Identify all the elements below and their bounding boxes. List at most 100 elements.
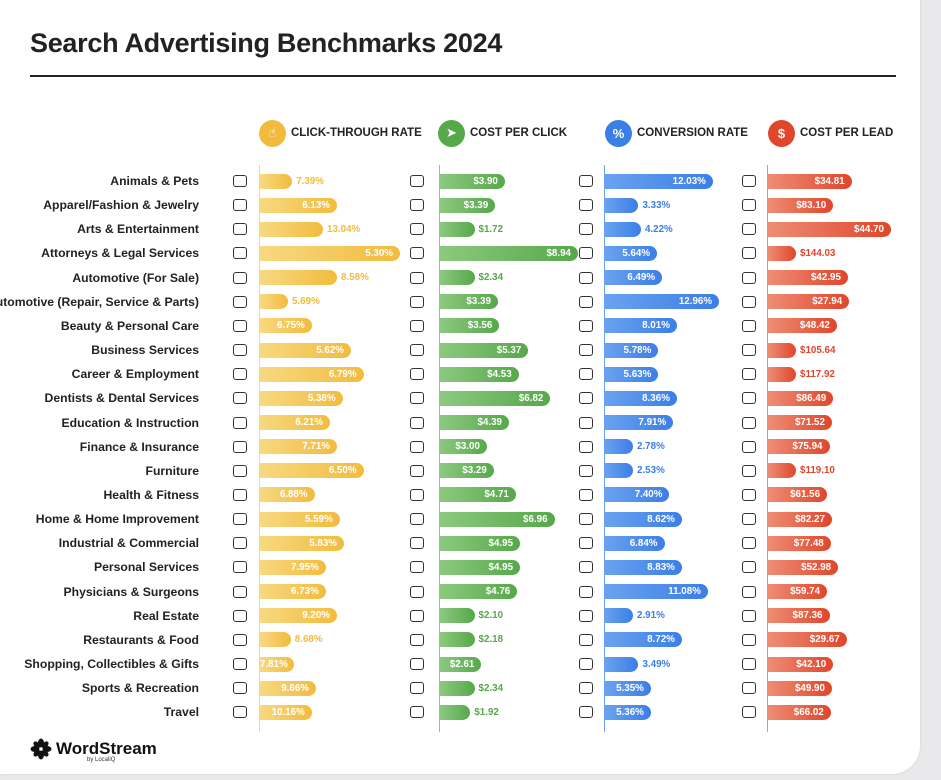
bar-0-6: 6.75% (260, 318, 312, 334)
bar-2-21: 5.35% (605, 680, 651, 696)
category-label: Furniture (145, 463, 200, 478)
piggy-bank-icon (410, 440, 424, 453)
bar-value-label: $2.34 (478, 682, 504, 694)
tooth-icon (742, 392, 756, 405)
bar-2-1: 3.33% (605, 197, 670, 213)
bar-2-5: 12.96% (605, 294, 720, 310)
bar-0-11: 7.71% (260, 439, 337, 455)
category-label: Automotive (For Sale) (72, 270, 199, 285)
bar-0-3: 5.30% (260, 245, 400, 261)
picture-icon (233, 223, 247, 236)
graduation-cap-icon (579, 416, 593, 429)
header-ctr: ☝ CLICK-THROUGH RATE (259, 119, 422, 147)
bar-0-0: 7.39% (260, 173, 324, 189)
brand-name: WordStream (56, 739, 157, 758)
ball-icon (579, 682, 593, 695)
briefcase-icon (233, 368, 247, 381)
column-guide-0 (259, 165, 260, 732)
bar-0-16: 7.95% (260, 559, 326, 575)
hairdryer-icon (579, 561, 593, 574)
wordstream-flower-icon (30, 738, 52, 760)
medical-cross-icon (410, 585, 424, 598)
picture-icon (742, 223, 756, 236)
shirt-icon (579, 199, 593, 212)
hairdryer-icon (410, 561, 424, 574)
briefcase-icon (410, 368, 424, 381)
bar-3-5: $27.94 (768, 294, 850, 310)
fork-knife-icon (233, 633, 247, 646)
bar-3-17: $59.74 (768, 584, 828, 600)
bar-2-18: 2.91% (605, 608, 665, 624)
heart-icon (233, 488, 247, 501)
airplane-icon (410, 706, 424, 719)
category-label: Beauty & Personal Care (60, 318, 199, 333)
bar-3-15: $77.48 (768, 535, 831, 551)
bar-1-11: $3.00 (440, 439, 487, 455)
bar-0-7: 5.62% (260, 342, 351, 358)
bar-2-13: 7.40% (605, 487, 670, 503)
category-label: Real Estate (133, 608, 199, 623)
bar-3-16: $52.98 (768, 559, 839, 575)
bar-2-0: 12.03% (605, 173, 713, 189)
factory-icon (742, 537, 756, 550)
gift-bow-icon (233, 658, 247, 670)
bar-1-9: $6.82 (440, 390, 551, 406)
comb-icon (742, 319, 756, 332)
bar-value-label: $2.10 (478, 610, 504, 622)
bar-0-22: 10.16% (260, 704, 312, 720)
bar-value-label: 7.39% (296, 175, 324, 187)
bar-0-9: 5.38% (260, 390, 343, 406)
bar-3-13: $61.56 (768, 487, 828, 503)
car-tag-icon (410, 271, 424, 284)
bar-1-6: $3.56 (440, 318, 500, 334)
piggy-bank-icon (233, 440, 247, 453)
bar-3-10: $71.52 (768, 415, 832, 430)
storefront-icon (579, 609, 593, 622)
bar-3-20: $42.10 (768, 656, 834, 672)
house-icon (742, 513, 756, 526)
bar-0-12: 6.50% (260, 463, 364, 479)
bar-3-12: $119.10 (768, 463, 835, 479)
bar-1-1: $3.39 (440, 197, 496, 213)
heart-icon (742, 488, 756, 501)
briefcase-icon (579, 368, 593, 381)
newspaper-icon (579, 344, 593, 357)
bar-3-18: $87.36 (768, 608, 830, 624)
airplane-icon (742, 706, 756, 719)
bar-2-2: 4.22% (605, 221, 673, 237)
bar-0-10: 6.21% (260, 415, 330, 430)
bar-1-21: $2.34 (440, 680, 503, 696)
bar-1-14: $6.96 (440, 511, 555, 527)
bar-0-20: 7.81% (260, 656, 294, 672)
percent-icon: % (605, 119, 632, 147)
bar-value-label: 3.49% (642, 658, 671, 670)
bar-1-8: $4.53 (440, 366, 519, 382)
wordstream-logo: WordStream by LocaliQ (30, 738, 157, 763)
bar-1-12: $3.29 (440, 463, 494, 479)
bar-value-label: 5.69% (292, 296, 320, 308)
infographic-card: Search Advertising Benchmarks 2024 ☝ CLI… (0, 0, 920, 774)
bar-2-12: 2.53% (605, 463, 665, 479)
gift-bow-icon (579, 658, 593, 670)
dollar-icon: $ (768, 119, 795, 147)
hairdryer-icon (742, 561, 756, 574)
piggy-bank-icon (742, 440, 756, 453)
bar-value-label: $117.92 (800, 368, 835, 380)
bar-value-label: 2.78% (637, 441, 665, 453)
tooth-icon (233, 392, 247, 405)
factory-icon (410, 537, 424, 550)
house-icon (410, 513, 424, 526)
bar-0-19: 8.68% (260, 632, 323, 648)
bar-2-16: 8.83% (605, 559, 682, 575)
medical-cross-icon (742, 585, 756, 598)
bar-3-4: $42.95 (768, 270, 848, 286)
category-label: Attorneys & Legal Services (41, 246, 199, 261)
category-label: Shopping, Collectibles & Gifts (24, 657, 199, 671)
gavel-icon (579, 247, 593, 260)
picture-icon (410, 223, 424, 236)
bar-value-label: 2.91% (637, 610, 665, 622)
ball-icon (742, 682, 756, 695)
car-tag-icon (579, 271, 593, 284)
gift-bow-icon (410, 658, 424, 670)
header-ctr-label: CLICK-THROUGH RATE (291, 127, 422, 139)
